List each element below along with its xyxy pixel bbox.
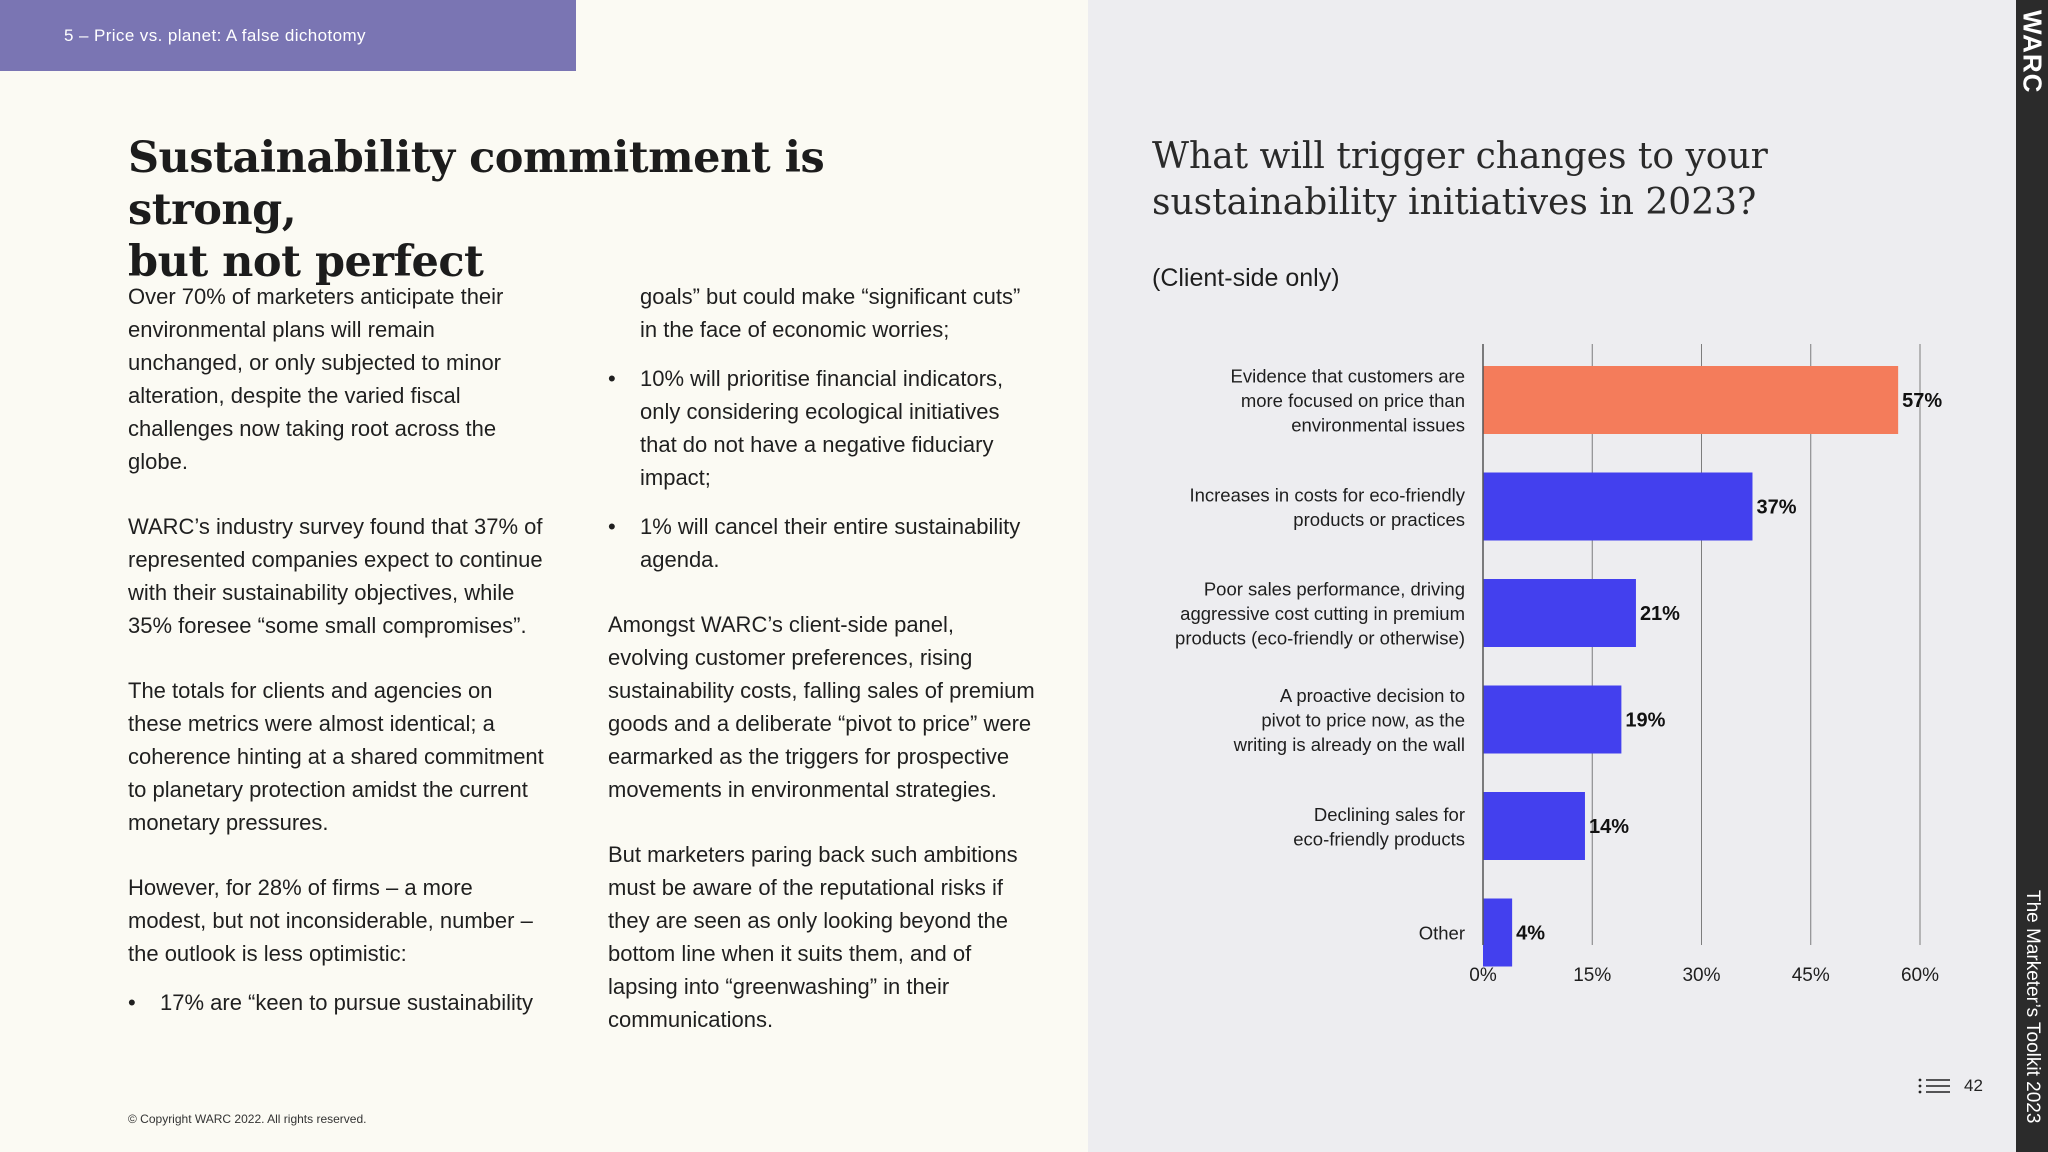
publication-title: The Marketer’s Toolkit 2023 [2022,890,2043,1124]
bullet-text: 1% will cancel their entire sustainabili… [640,514,1021,572]
bar [1483,898,1513,967]
category-label: A proactive decision to pivot to price no… [1233,685,1465,755]
left-page [0,0,1088,1152]
chart-title-line-1: What will trigger changes to your [1152,136,1768,177]
bullet-item: • 1% will cancel their entire sustainabi… [608,510,1040,576]
section-tab[interactable]: 5 – Price vs. planet: A false dichotomy [0,0,576,71]
section-tab-label: 5 – Price vs. planet: A false dichotomy [64,25,366,45]
bullet-text: 10% will prioritise financial indicators… [640,366,1004,490]
bar-value-label: 21% [1640,603,1680,625]
category-label-line: eco-friendly products [1293,828,1465,849]
page-number: 42 [1964,1076,1983,1095]
body-column-1: Over 70% of marketers anticipate their e… [128,280,548,1035]
category-label-line: Increases in costs for eco-friendly [1189,484,1465,505]
category-label-line: products or practices [1293,509,1465,530]
category-label-line: environmental issues [1291,415,1465,436]
body-paragraph: Over 70% of marketers anticipate their e… [128,284,504,474]
bar [1483,579,1636,647]
warc-logo: WARC [2017,10,2048,94]
bar-value-label: 19% [1625,710,1665,732]
side-strip [2016,0,2048,1152]
category-label-line: Other [1419,923,1465,944]
category-label-line: pivot to price now, as the [1261,710,1465,731]
bar [1483,685,1622,754]
x-tick-label: 45% [1792,965,1830,986]
bar-chart: 0% 15% 30% 45% 60% 57% Evidence that customers… [1175,344,1942,986]
bullet-item: • 17% are “keen to pursue sustainability [128,986,548,1019]
bullet-item: • 10% will prioritise financial indicato… [608,362,1040,494]
x-tick-label: 60% [1901,965,1939,986]
category-label-line: Poor sales performance, driving [1204,579,1465,600]
x-tick-label: 30% [1682,965,1720,986]
bar-value-label: 14% [1589,816,1629,838]
bar-value-label: 57% [1902,390,1942,412]
category-label-line: writing is already on the wall [1233,734,1465,755]
category-label: Increases in costs for eco-friendly produ… [1189,484,1465,530]
copyright-notice: © Copyright WARC 2022. All rights reserv… [128,1112,367,1126]
right-page [1088,0,2016,1152]
body-paragraph: The totals for clients and agencies on t… [128,678,544,835]
chart-title: What will trigger changes to your sustai… [1152,134,1772,226]
category-label-line: Evidence that customers are [1231,366,1465,387]
x-tick-label: 0% [1469,965,1497,986]
bar [1483,472,1753,541]
headline-line-2: but not perfect [128,237,484,287]
category-label-line: aggressive cost cutting in premium [1180,603,1465,624]
chart-title-line-2: sustainability initiatives in 2023? [1152,182,1757,223]
category-label-line: A proactive decision to [1280,685,1465,706]
bar [1483,366,1899,434]
body-paragraph: WARC’s industry survey found that 37% of… [128,514,543,638]
menu-list-icon[interactable] [1918,1078,1952,1094]
category-label: Declining sales for eco-friendly products [1293,804,1465,850]
chart-subtitle: (Client-side only) [1152,264,1340,292]
category-label: Evidence that customers are more focused … [1231,366,1465,436]
body-column-2: goals” but could make “significant cuts”… [608,280,1040,1068]
category-label-line: products (eco-friendly or otherwise) [1175,628,1465,649]
x-tick-label: 15% [1573,965,1611,986]
bullet-marker: • [608,366,616,391]
bullet-marker: • [608,514,616,539]
bar [1483,792,1585,860]
bullet-continuation: goals” but could make “significant cuts”… [640,284,1021,342]
headline-line-1: Sustainability commitment is strong, [128,133,825,235]
bullet-text: 17% are “keen to pursue sustainability [160,990,533,1015]
bar-value-label: 4% [1516,923,1545,945]
category-label: Poor sales performance, driving aggressiv… [1175,579,1465,649]
category-label-line: Declining sales for [1314,804,1465,825]
bar-value-label: 37% [1756,497,1796,519]
page-headline: Sustainability commitment is strong, but… [128,132,968,288]
body-paragraph: But marketers paring back such ambitions… [608,842,1018,1032]
body-paragraph: However, for 28% of firms – a more modes… [128,875,533,966]
bullet-marker: • [128,990,136,1015]
body-paragraph: Amongst WARC’s client-side panel, evolvi… [608,612,1035,802]
category-label-line: more focused on price than [1241,390,1465,411]
category-label: Other [1419,923,1465,944]
